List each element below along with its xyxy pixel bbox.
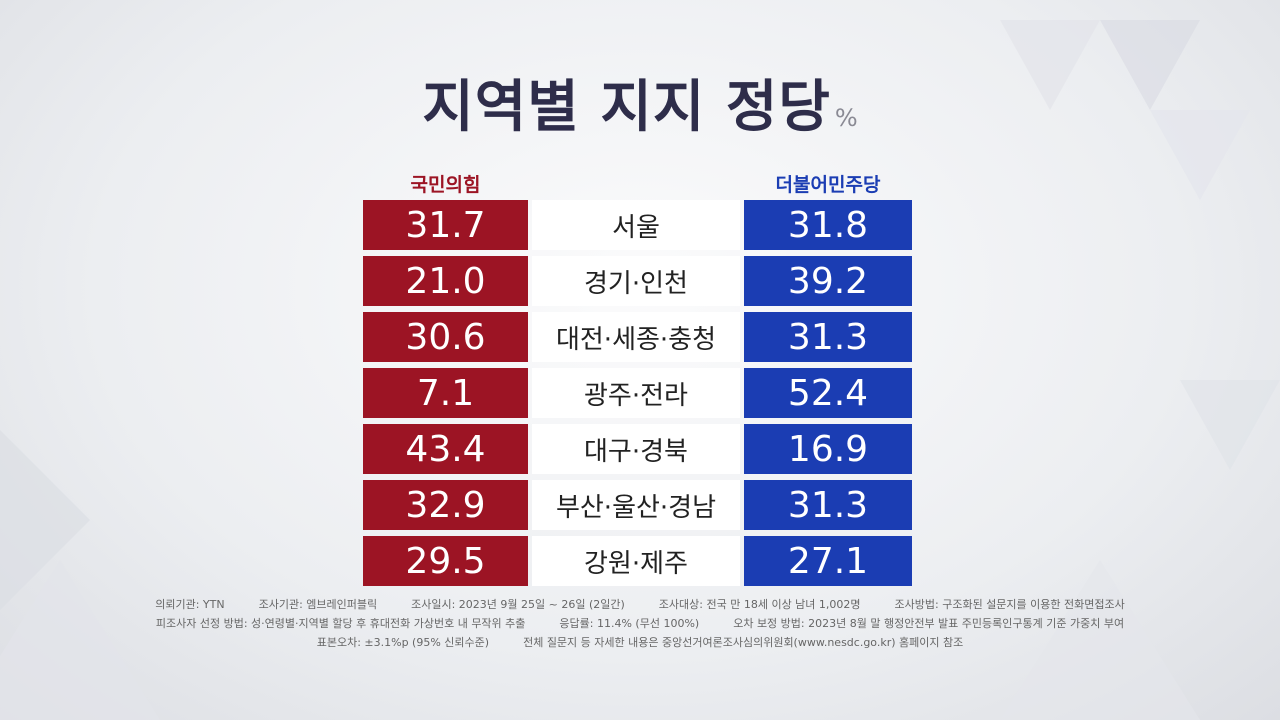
table-row: 21.0 경기·인천 39.2 [363,256,912,306]
column-header: 더불어민주당 [775,174,881,196]
title: 지역별 지지 정당 [422,75,831,140]
table-row: 29.5 강원·제주 27.1 [363,536,912,586]
footnote: 조사일시: 2023년 9월 25일 ~ 26일 (2일간) [411,598,625,611]
footnote: 조사방법: 구조화된 설문지를 이용한 전화면접조사 [894,598,1125,611]
region: 서울 [532,200,740,250]
region: 강원·제주 [532,536,740,586]
region: 대전·세종·충청 [532,312,740,362]
region: 부산·울산·경남 [532,480,740,530]
left-value: 21.0 [363,256,528,306]
region: 광주·전라 [532,368,740,418]
right-value: 52.4 [744,368,912,418]
right-value: 31.8 [744,200,912,250]
unit: % [834,104,858,132]
footnote-line: 표본오차: ±3.1%p (95% 신뢰수준) 전체 질문지 등 자세한 내용은 … [0,634,1280,653]
table: 31.7 서울 31.8 21.0 경기·인천 39.2 30.6 대전·세종·충청 31.3 7… [363,200,912,592]
left-value: 30.6 [363,312,528,362]
left-value: 32.9 [363,480,528,530]
region: 대구·경북 [532,424,740,474]
region: 경기·인천 [532,256,740,306]
footnote: 전체 질문지 등 자세한 내용은 중앙선거여론조사심의위원회(www.nesdc… [523,636,964,649]
left-value: 31.7 [363,200,528,250]
footnote-line: 피조사자 선정 방법: 성·연령별·지역별 할당 후 휴대전화 가상번호 내 무… [0,615,1280,634]
footnote: 의뢰기관: YTN [155,598,225,611]
footnote: 오차 보정 방법: 2023년 8월 말 행정안전부 발표 주민등록인구통계 기… [733,617,1125,630]
left-value: 7.1 [363,368,528,418]
right-value: 16.9 [744,424,912,474]
footnote-line: 의뢰기관: YTN 조사기관: 엠브레인퍼블릭 조사일시: 2023년 9월 25일… [0,596,1280,615]
left-value: 29.5 [363,536,528,586]
table-row: 43.4 대구·경북 16.9 [363,424,912,474]
footnote: 조사대상: 전국 만 18세 이상 남녀 1,002명 [658,598,861,611]
column-header: 국민의힘 [410,174,481,196]
left-value: 43.4 [363,424,528,474]
footnotes: 의뢰기관: YTN 조사기관: 엠브레인퍼블릭 조사일시: 2023년 9월 25일… [0,596,1280,653]
table-row: 32.9 부산·울산·경남 31.3 [363,480,912,530]
right-value: 31.3 [744,312,912,362]
footnote: 응답률: 11.4% (무선 100%) [559,617,700,630]
footnote: 조사기관: 엠브레인퍼블릭 [258,598,378,611]
footnote: 표본오차: ±3.1%p (95% 신뢰수준) [316,636,490,649]
right-value: 31.3 [744,480,912,530]
footnote: 피조사자 선정 방법: 성·연령별·지역별 할당 후 휴대전화 가상번호 내 무… [155,617,526,630]
right-value: 39.2 [744,256,912,306]
right-value: 27.1 [744,536,912,586]
title-block: 지역별 지지 정당% [0,62,1280,143]
table-row: 30.6 대전·세종·충청 31.3 [363,312,912,362]
table-row: 7.1 광주·전라 52.4 [363,368,912,418]
table-row: 31.7 서울 31.8 [363,200,912,250]
